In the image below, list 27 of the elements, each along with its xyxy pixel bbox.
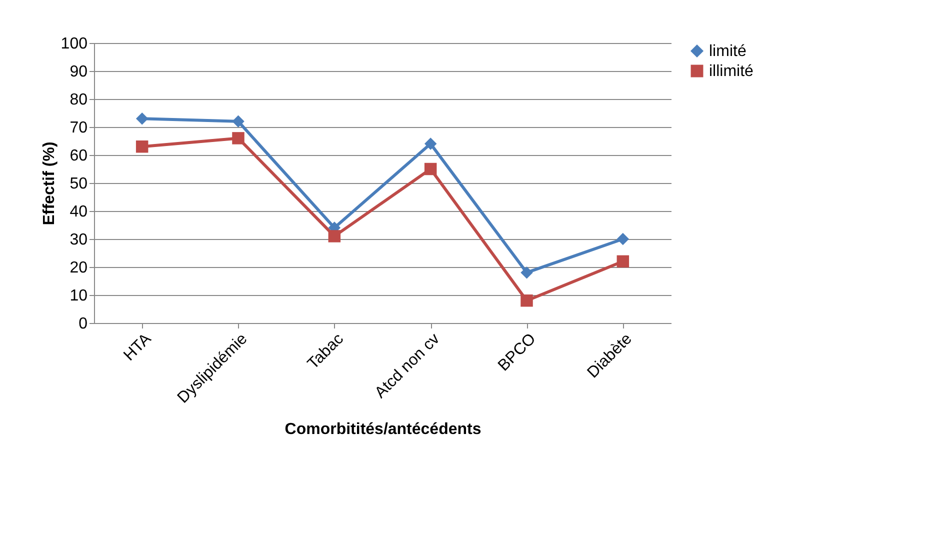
y-tick-label: 70 xyxy=(70,120,88,136)
y-tick-label: 80 xyxy=(70,92,88,108)
y-tick-label: 90 xyxy=(70,64,88,80)
point xyxy=(520,294,533,307)
y-tick-label: 10 xyxy=(70,288,88,304)
y-tick-label: 100 xyxy=(60,36,88,52)
point xyxy=(424,138,437,150)
point xyxy=(232,132,244,144)
y-tick-label: 50 xyxy=(70,176,88,192)
y-tick-label: 40 xyxy=(70,204,88,220)
y-tick-label: 30 xyxy=(70,232,88,248)
y-tick-label: 60 xyxy=(70,148,88,164)
y-tick-label: 0 xyxy=(78,316,88,332)
y-axis-title: Effectif (%) xyxy=(40,142,58,226)
point xyxy=(616,255,630,268)
point xyxy=(232,115,244,128)
point xyxy=(616,232,630,246)
point xyxy=(328,230,341,242)
legend-label: limité xyxy=(709,43,746,60)
point xyxy=(136,140,148,153)
y-tick-label: 20 xyxy=(70,260,88,276)
point xyxy=(424,162,437,176)
point xyxy=(136,112,148,125)
point xyxy=(520,266,533,279)
x-tick-label: HTA xyxy=(120,330,155,364)
x-axis-title: Comorbitités/antécédents xyxy=(284,420,482,438)
legend-label: illimité xyxy=(709,63,754,80)
